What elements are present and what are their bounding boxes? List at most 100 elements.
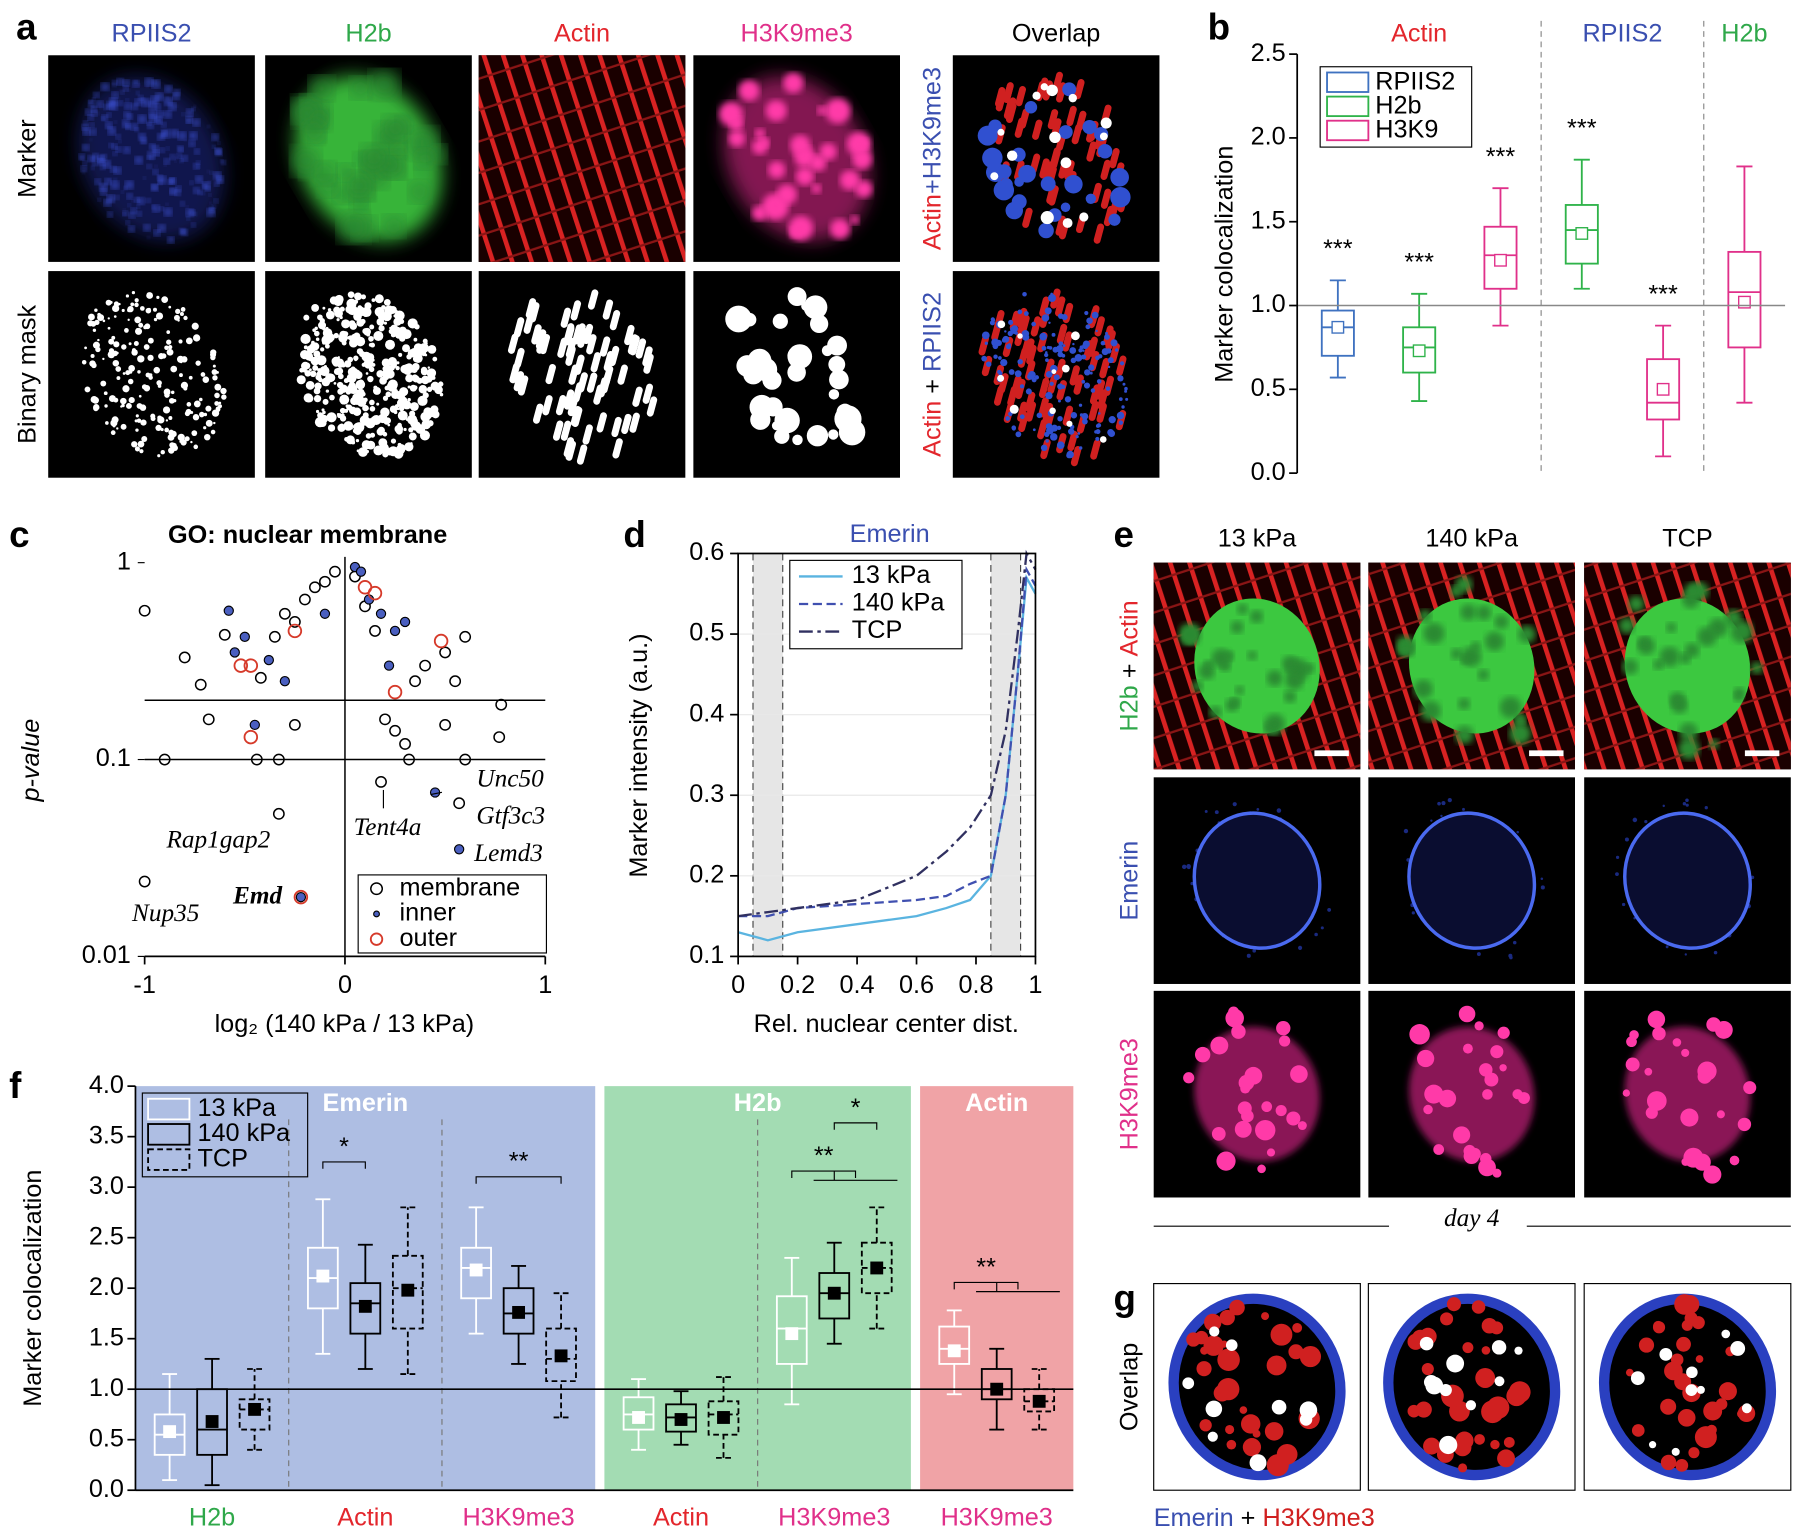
blob — [1468, 1147, 1481, 1161]
blob — [387, 423, 391, 427]
blob — [1226, 1439, 1237, 1450]
bar-blob — [1083, 340, 1094, 361]
blob — [153, 149, 160, 156]
blob — [82, 160, 88, 166]
blob — [1252, 949, 1256, 953]
blob — [353, 299, 359, 304]
blob — [398, 352, 403, 357]
blob — [1677, 1408, 1696, 1427]
bar-blob — [1062, 405, 1074, 426]
legend-label: TCP — [197, 1144, 248, 1172]
y-axis-label: Marker colocalization — [1211, 146, 1239, 383]
blob — [414, 356, 419, 362]
blob — [371, 298, 376, 303]
chart-title: Emerin — [850, 520, 930, 548]
blob — [161, 129, 170, 138]
bar-blob — [1105, 329, 1116, 351]
blob — [1058, 125, 1073, 139]
blob — [383, 375, 389, 381]
blob — [123, 146, 131, 154]
blob — [409, 417, 418, 426]
blob — [214, 401, 220, 406]
blob — [819, 143, 837, 161]
blob — [111, 181, 119, 190]
box — [1646, 358, 1681, 421]
blob — [106, 112, 112, 118]
y-tick-label: 0.0 — [1251, 458, 1286, 486]
blob — [188, 375, 193, 380]
blob — [1743, 1081, 1757, 1095]
blob — [1703, 1165, 1722, 1184]
blob — [1019, 384, 1025, 389]
blob — [152, 79, 161, 88]
blob — [1119, 361, 1125, 366]
bar-blob — [531, 324, 542, 345]
blob — [175, 308, 181, 314]
blob — [103, 391, 108, 396]
blob — [1230, 697, 1241, 708]
blob — [395, 309, 398, 313]
blob — [172, 92, 180, 100]
blob — [754, 128, 766, 140]
point — [254, 671, 267, 684]
blob — [153, 366, 161, 374]
blob — [1191, 680, 1204, 692]
blob — [1099, 132, 1108, 141]
blob — [809, 154, 827, 172]
blob — [414, 324, 420, 330]
blob — [210, 349, 217, 356]
blob — [1299, 1345, 1322, 1368]
blob — [1730, 620, 1754, 644]
bar-blob — [1038, 377, 1050, 399]
bar-blob — [586, 334, 597, 355]
blob — [351, 369, 361, 379]
bar-blob — [1073, 374, 1084, 395]
blob — [383, 298, 391, 306]
blob — [108, 338, 115, 345]
blob — [198, 397, 203, 402]
point — [243, 729, 259, 745]
blob — [1630, 1371, 1645, 1386]
blob — [1061, 314, 1068, 321]
blob — [407, 398, 411, 402]
blob — [1038, 222, 1054, 239]
significance: ** — [976, 1253, 996, 1281]
mean — [674, 1413, 688, 1426]
mean — [554, 1349, 568, 1363]
blob — [113, 397, 119, 403]
image-tile — [1584, 777, 1791, 984]
x-tick-label: 0.2 — [780, 971, 815, 999]
blob — [168, 345, 173, 350]
mean — [1331, 320, 1345, 334]
blob — [153, 80, 157, 85]
blob — [134, 302, 139, 308]
blob — [164, 427, 170, 433]
blob — [1117, 375, 1124, 382]
shaded-region — [990, 553, 1021, 957]
bar-blob — [570, 406, 582, 427]
blob — [776, 184, 798, 205]
blob — [337, 388, 344, 395]
blob — [193, 334, 201, 342]
blob — [89, 138, 92, 141]
blob — [993, 354, 998, 359]
panel-label: e — [1114, 514, 1134, 555]
blob — [1679, 722, 1698, 742]
blob — [1508, 953, 1513, 958]
blob — [377, 311, 388, 321]
bar-blob — [1015, 86, 1027, 107]
blob — [107, 350, 115, 359]
blob — [1242, 1438, 1262, 1457]
blob — [1540, 877, 1544, 880]
blob — [828, 429, 839, 440]
blob — [1100, 340, 1106, 346]
blob — [1680, 1108, 1699, 1127]
blob — [1096, 379, 1102, 384]
blob — [338, 211, 369, 243]
blob — [1680, 1295, 1700, 1314]
blob — [1045, 358, 1049, 362]
blob — [214, 392, 220, 399]
blob — [123, 79, 130, 87]
blob — [413, 337, 418, 342]
box — [502, 1287, 535, 1335]
